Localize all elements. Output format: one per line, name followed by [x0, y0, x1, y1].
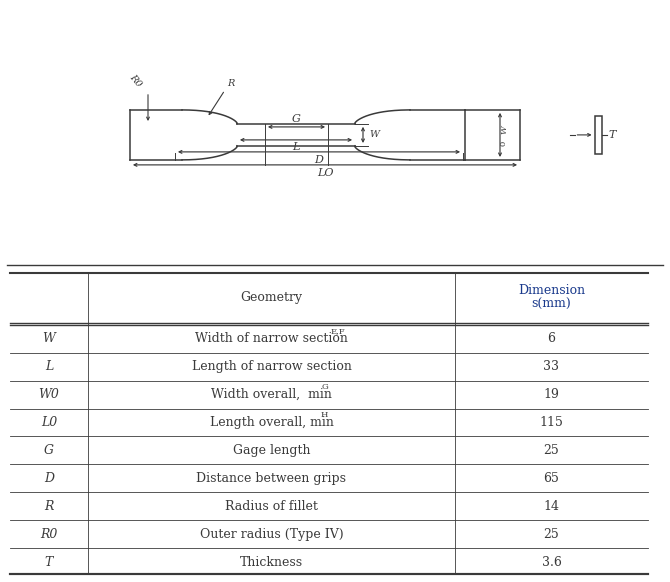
Text: Width of narrow section: Width of narrow section — [195, 332, 348, 345]
Bar — [594, 116, 602, 154]
Text: 3.6: 3.6 — [541, 556, 561, 569]
Text: LO: LO — [317, 168, 333, 178]
Text: Thickness: Thickness — [240, 556, 303, 569]
Text: W0: W0 — [39, 388, 60, 401]
Text: W: W — [43, 332, 56, 345]
Text: Dimension: Dimension — [518, 285, 585, 297]
Text: Geometry: Geometry — [241, 292, 303, 304]
Text: R: R — [227, 79, 234, 88]
Text: D: D — [314, 155, 324, 165]
Text: 6: 6 — [547, 332, 555, 345]
Text: E,F: E,F — [331, 327, 346, 335]
Text: R0: R0 — [40, 528, 58, 541]
Text: H: H — [321, 411, 328, 418]
Text: Length of narrow section: Length of narrow section — [192, 360, 352, 373]
Text: 14: 14 — [543, 500, 559, 513]
Text: 65: 65 — [543, 472, 559, 485]
Text: D: D — [44, 472, 54, 485]
Text: Distance between grips: Distance between grips — [196, 472, 346, 485]
Text: 19: 19 — [543, 388, 559, 401]
Text: Outer radius (Type IV): Outer radius (Type IV) — [200, 528, 343, 541]
Text: 115: 115 — [539, 416, 563, 429]
Text: R: R — [44, 500, 54, 513]
Text: 33: 33 — [543, 360, 559, 373]
Text: G: G — [321, 383, 328, 391]
Text: T: T — [45, 556, 53, 569]
Text: Length overall, min: Length overall, min — [210, 416, 334, 429]
Text: G: G — [44, 444, 54, 457]
Text: T: T — [608, 130, 616, 140]
Text: L0: L0 — [41, 416, 57, 429]
Text: 25: 25 — [543, 528, 559, 541]
Text: L: L — [292, 142, 299, 152]
Text: R0: R0 — [127, 73, 143, 89]
Text: 25: 25 — [543, 444, 559, 457]
Text: Radius of fillet: Radius of fillet — [225, 500, 318, 513]
Text: W: W — [500, 126, 508, 134]
Text: s(mm): s(mm) — [531, 299, 572, 311]
Text: Width overall,  min: Width overall, min — [211, 388, 332, 401]
Text: Gage length: Gage length — [232, 444, 310, 457]
Text: W: W — [369, 130, 379, 140]
Text: G: G — [292, 114, 301, 124]
Text: 0: 0 — [500, 140, 508, 146]
Text: L: L — [45, 360, 53, 373]
